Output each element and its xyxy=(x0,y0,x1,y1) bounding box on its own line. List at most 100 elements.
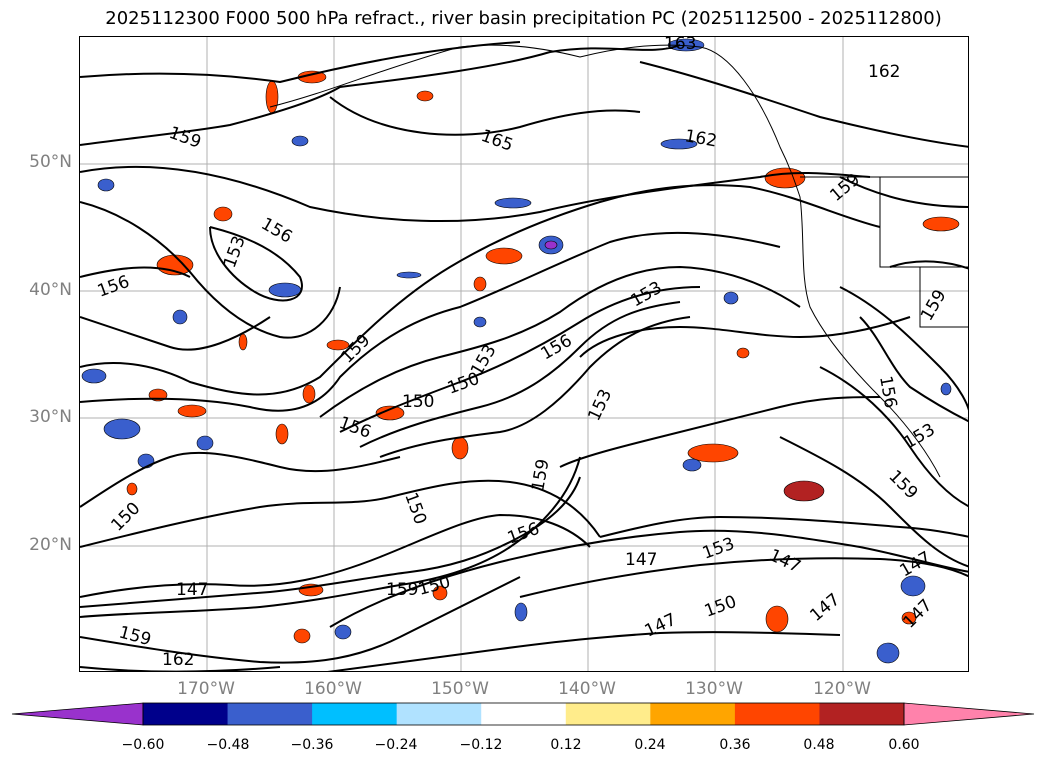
precip-patch xyxy=(485,247,523,265)
precip-patch xyxy=(783,480,825,502)
precip-patch xyxy=(275,423,289,445)
precip-patch xyxy=(451,436,469,460)
precip-patch xyxy=(514,602,528,622)
contour-label: 150 xyxy=(402,392,434,412)
precip-patch xyxy=(764,167,806,189)
colorbar-segment xyxy=(143,703,229,725)
precip-patch xyxy=(736,347,750,359)
precip-patch xyxy=(900,575,926,597)
colorbar-segment xyxy=(565,703,651,725)
contour-label: 159 xyxy=(337,330,374,367)
colorbar-tick-label: −0.36 xyxy=(290,737,334,753)
contour-label: 150 xyxy=(400,490,430,527)
lon-label-120w: 120°W xyxy=(813,679,871,699)
contour-label: 159 xyxy=(166,123,203,153)
precip-patch xyxy=(265,80,279,114)
colorbar-extend-low xyxy=(11,702,144,726)
precip-patch xyxy=(302,384,316,404)
contour-label: 162 xyxy=(868,62,900,82)
lon-label-160w: 160°W xyxy=(304,679,362,699)
lat-label-20n: 20°N xyxy=(29,535,72,555)
contour-label: 153 xyxy=(220,233,250,270)
precip-patch xyxy=(291,135,309,147)
contour-label: 147 xyxy=(176,580,208,600)
precip-patch xyxy=(293,628,311,644)
precip-patch xyxy=(901,611,917,625)
contour-label: 156 xyxy=(875,374,900,409)
contour-label: 150 xyxy=(416,572,453,600)
contour-label: 165 xyxy=(478,126,515,156)
contour-label: 150 xyxy=(107,498,144,535)
map-panel: 163 162 159 165 162 156 153 156 159 153 … xyxy=(79,36,969,672)
colorbar-tick-label: 0.36 xyxy=(719,737,751,753)
colorbar-segment xyxy=(312,703,398,725)
contour-label: 150 xyxy=(702,592,739,622)
refractivity-contours xyxy=(80,41,968,671)
lon-label-130w: 130°W xyxy=(685,679,743,699)
precip-patch xyxy=(922,216,960,232)
lon-label-140w: 140°W xyxy=(558,679,616,699)
colorbar xyxy=(11,702,1035,726)
colorbar-tick-label: 0.24 xyxy=(634,737,666,753)
contour-label: 159 xyxy=(386,580,418,600)
contour-label: 147 xyxy=(642,610,680,642)
precip-patches xyxy=(81,38,960,664)
precip-patch xyxy=(660,138,698,150)
colorbar-tick-label: 0.60 xyxy=(888,737,920,753)
colorbar-tick-label: −0.12 xyxy=(459,737,503,753)
precip-patch xyxy=(940,382,952,396)
colorbar-segment xyxy=(734,703,820,725)
precip-patch xyxy=(687,443,739,463)
precip-patch xyxy=(172,309,188,325)
contour-label: 147 xyxy=(806,590,844,626)
precip-patch xyxy=(416,90,434,102)
precip-patch xyxy=(432,585,448,601)
colorbar-segment xyxy=(819,703,905,725)
precip-patch xyxy=(238,333,248,351)
lon-label-150w: 150°W xyxy=(431,679,489,699)
colorbar-segment xyxy=(481,703,567,725)
coastline xyxy=(269,44,968,478)
colorbar-segment xyxy=(650,703,736,725)
precip-patch xyxy=(876,642,900,664)
lat-label-30n: 30°N xyxy=(29,407,72,427)
precip-patch xyxy=(765,605,789,633)
contour-label: 153 xyxy=(628,278,666,312)
map-title: 2025112300 F000 500 hPa refract., river … xyxy=(105,8,942,29)
contour-label: 156 xyxy=(538,331,576,365)
lon-label-170w: 170°W xyxy=(177,679,235,699)
precip-patch xyxy=(268,282,302,298)
precip-patch xyxy=(177,404,207,418)
contour-label: 153 xyxy=(901,420,939,454)
precip-patch xyxy=(213,206,233,222)
precip-patch xyxy=(544,240,558,250)
colorbar-tick-label: −0.24 xyxy=(374,737,418,753)
precip-patch xyxy=(97,178,115,192)
contour-label: 159 xyxy=(826,170,864,206)
colorbar-segment xyxy=(396,703,482,725)
precip-patch xyxy=(473,316,487,328)
contour-label: 159 xyxy=(917,286,951,324)
colorbar-tick-label: 0.12 xyxy=(550,737,582,753)
contour-label: 159 xyxy=(117,623,154,651)
lat-label-40n: 40°N xyxy=(29,280,72,300)
precip-patch xyxy=(126,482,138,496)
colorbar-tick-label: 0.48 xyxy=(803,737,835,753)
precip-patch xyxy=(103,418,141,440)
lat-label-50n: 50°N xyxy=(29,152,72,172)
precip-patch xyxy=(196,435,214,451)
precip-patch xyxy=(723,291,739,305)
colorbar-segment xyxy=(227,703,313,725)
colorbar-tick-label: −0.48 xyxy=(206,737,250,753)
contour-label: 147 xyxy=(899,595,936,632)
precip-patch xyxy=(81,368,107,384)
precip-patch xyxy=(375,405,405,421)
contour-label: 163 xyxy=(664,37,696,54)
contour-label: 159 xyxy=(884,466,921,503)
precip-patch xyxy=(326,339,350,351)
precip-patch xyxy=(334,624,352,640)
map-canvas: 163 162 159 165 162 156 153 156 159 153 … xyxy=(80,37,968,671)
precip-patch xyxy=(682,458,702,472)
contour-label: 162 xyxy=(162,650,194,670)
contour-label: 156 xyxy=(95,272,132,302)
